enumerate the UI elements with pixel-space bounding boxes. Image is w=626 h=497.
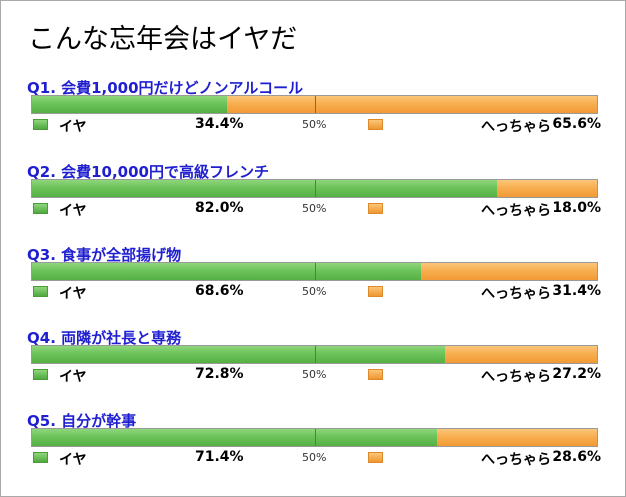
legend-row: イヤ 82.0% 50% へっちゃら 18.0%	[1, 200, 626, 220]
bar-segment-iya	[32, 96, 227, 113]
legend-row: イヤ 72.8% 50% へっちゃら 27.2%	[1, 366, 626, 386]
legend-swatch-hecchara	[368, 452, 383, 463]
legend-swatch-hecchara	[368, 286, 383, 297]
legend-swatch-hecchara	[368, 369, 383, 380]
question-label: Q4. 両隣が社長と専務	[27, 329, 182, 347]
question-block-5: Q5. 自分が幹事イヤ 71.4% 50% へっちゃら 28.6%	[1, 410, 626, 494]
bar-segment-iya	[32, 346, 445, 363]
value-label-iya: 71.4%	[195, 449, 244, 465]
stacked-bar	[31, 345, 598, 364]
legend-label-iya: イヤ	[59, 203, 87, 219]
value-label-hecchara: 18.0%	[552, 200, 601, 216]
value-label-iya: 68.6%	[195, 283, 244, 299]
midline-label: 50%	[302, 118, 327, 131]
question-block-1: Q1. 会費1,000円だけどノンアルコールイヤ 34.4% 50% へっちゃら 65.…	[1, 77, 626, 161]
value-label-iya: 72.8%	[195, 366, 244, 382]
bar-segment-hecchara	[421, 263, 597, 280]
legend-row: イヤ 34.4% 50% へっちゃら 65.6%	[1, 116, 626, 136]
legend-label-hecchara: へっちゃら	[481, 119, 551, 135]
midline-50	[315, 96, 316, 113]
value-label-hecchara: 65.6%	[552, 116, 601, 132]
bar-segment-iya	[32, 263, 421, 280]
legend-swatch-iya	[33, 369, 48, 380]
legend-label-hecchara: へっちゃら	[481, 369, 551, 385]
stacked-bar	[31, 262, 598, 281]
legend-swatch-iya	[33, 452, 48, 463]
question-block-3: Q3. 食事が全部揚げ物イヤ 68.6% 50% へっちゃら 31.4%	[1, 244, 626, 328]
midline-label: 50%	[302, 368, 327, 381]
chart-title: こんな忘年会はイヤだ	[28, 24, 298, 55]
legend-swatch-hecchara	[368, 203, 383, 214]
midline-label: 50%	[302, 202, 327, 215]
midline-50	[315, 180, 316, 197]
question-label: Q2. 会費10,000円で高級フレンチ	[27, 163, 269, 181]
midline-label: 50%	[302, 285, 327, 298]
legend-label-iya: イヤ	[59, 286, 87, 302]
legend-row: イヤ 68.6% 50% へっちゃら 31.4%	[1, 283, 626, 303]
question-label: Q1. 会費1,000円だけどノンアルコール	[27, 79, 304, 97]
legend-label-hecchara: へっちゃら	[481, 452, 551, 468]
bar-segment-iya	[32, 429, 437, 446]
midline-50	[315, 346, 316, 363]
question-label: Q3. 食事が全部揚げ物	[27, 246, 182, 264]
midline-50	[315, 429, 316, 446]
legend-label-iya: イヤ	[59, 369, 87, 385]
value-label-hecchara: 31.4%	[552, 283, 601, 299]
legend-swatch-iya	[33, 203, 48, 214]
stacked-bar	[31, 179, 598, 198]
bar-segment-hecchara	[437, 429, 597, 446]
bar-segment-iya	[32, 180, 497, 197]
question-block-4: Q4. 両隣が社長と専務イヤ 72.8% 50% へっちゃら 27.2%	[1, 327, 626, 411]
legend-label-iya: イヤ	[59, 119, 87, 135]
value-label-iya: 34.4%	[195, 116, 244, 132]
legend-swatch-hecchara	[368, 119, 383, 130]
bar-segment-hecchara	[445, 346, 597, 363]
legend-label-hecchara: へっちゃら	[481, 203, 551, 219]
value-label-hecchara: 28.6%	[552, 449, 601, 465]
stacked-bar	[31, 428, 598, 447]
legend-label-hecchara: へっちゃら	[481, 286, 551, 302]
legend-swatch-iya	[33, 286, 48, 297]
value-label-hecchara: 27.2%	[552, 366, 601, 382]
midline-label: 50%	[302, 451, 327, 464]
stacked-bar	[31, 95, 598, 114]
question-label: Q5. 自分が幹事	[27, 412, 137, 430]
bar-segment-hecchara	[227, 96, 597, 113]
value-label-iya: 82.0%	[195, 200, 244, 216]
midline-50	[315, 263, 316, 280]
question-block-2: Q2. 会費10,000円で高級フレンチイヤ 82.0% 50% へっちゃら 18.0%	[1, 161, 626, 245]
legend-row: イヤ 71.4% 50% へっちゃら 28.6%	[1, 449, 626, 469]
legend-label-iya: イヤ	[59, 452, 87, 468]
bar-segment-hecchara	[497, 180, 597, 197]
legend-swatch-iya	[33, 119, 48, 130]
